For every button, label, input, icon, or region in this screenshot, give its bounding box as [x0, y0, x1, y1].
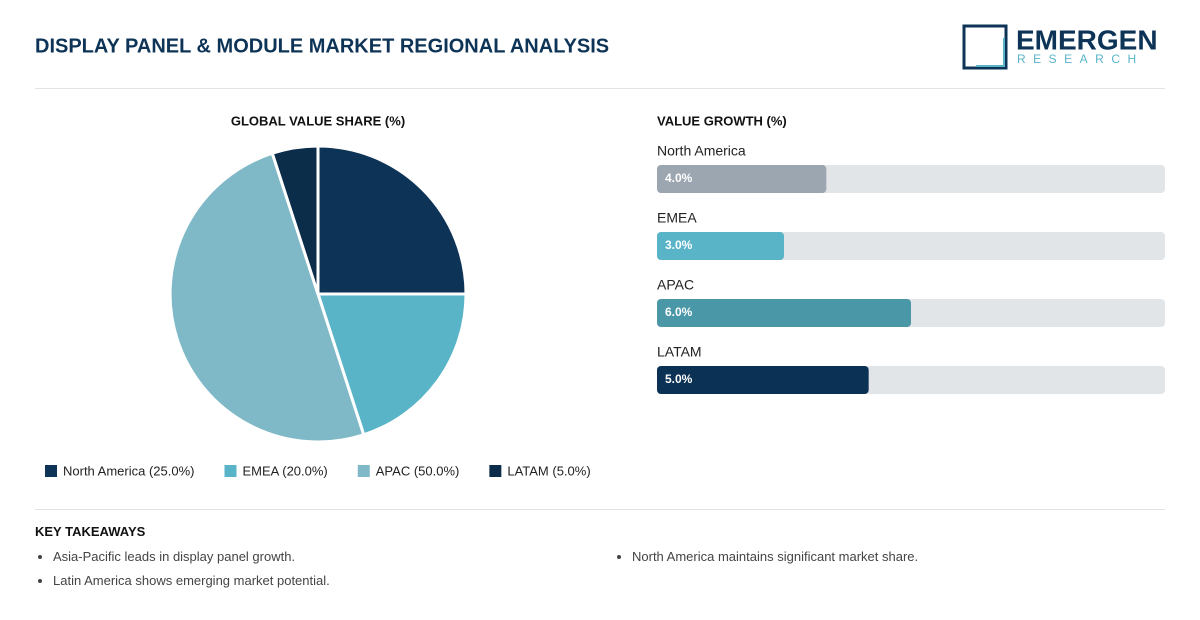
chart-title: GLOBAL VALUE SHARE (%) [231, 113, 405, 128]
page-title: DISPLAY PANEL & MODULE MARKET REGIONAL A… [35, 35, 609, 57]
bar-category: LATAM [657, 344, 702, 360]
pie-slice [270, 144, 320, 295]
takeaways: KEY TAKEAWAYS Asia-Pacific leads in disp… [35, 524, 1165, 588]
pie-slice [315, 292, 468, 437]
chart-title: VALUE GROWTH (%) [657, 113, 787, 128]
takeaways-list: Asia-Pacific leads in display panel grow… [35, 549, 1165, 588]
logo: EMERGEN RESEARCH [962, 24, 1158, 70]
bar-category: EMEA [657, 210, 697, 226]
legend-label: LATAM (5.0%) [507, 463, 590, 478]
bar-category: APAC [657, 277, 694, 293]
bar [657, 366, 869, 394]
bar [657, 165, 827, 193]
pie-slice [168, 151, 366, 444]
logo-sub: RESEARCH [1017, 52, 1144, 66]
logo-main: EMERGEN [1016, 24, 1158, 55]
pie-slice [316, 144, 468, 296]
bar [657, 299, 911, 327]
takeaways-title: KEY TAKEAWAYS [35, 524, 146, 539]
takeaway-item: Latin America shows emerging market pote… [53, 573, 632, 588]
logo-accent [976, 38, 1005, 67]
bar [657, 232, 784, 260]
takeaway-item: Asia-Pacific leads in display panel grow… [53, 549, 632, 564]
bar-value-label: 4.0% [665, 171, 693, 185]
legend-swatch [489, 465, 502, 477]
bar-value-label: 6.0% [665, 305, 693, 319]
legend-label: EMEA (20.0%) [243, 463, 328, 478]
bar-category: North America [657, 143, 746, 159]
bar-value-label: 3.0% [665, 238, 693, 252]
logo-icon [962, 24, 1008, 70]
legend-swatch [45, 465, 57, 477]
legend-swatch [357, 465, 370, 477]
takeaway-item: North America maintains significant mark… [632, 549, 1165, 564]
legend-label: North America (25.0%) [63, 463, 195, 478]
legend-label: APAC (50.0%) [376, 463, 460, 478]
bar-value-label: 5.0% [665, 372, 693, 386]
legend-swatch [224, 465, 237, 477]
